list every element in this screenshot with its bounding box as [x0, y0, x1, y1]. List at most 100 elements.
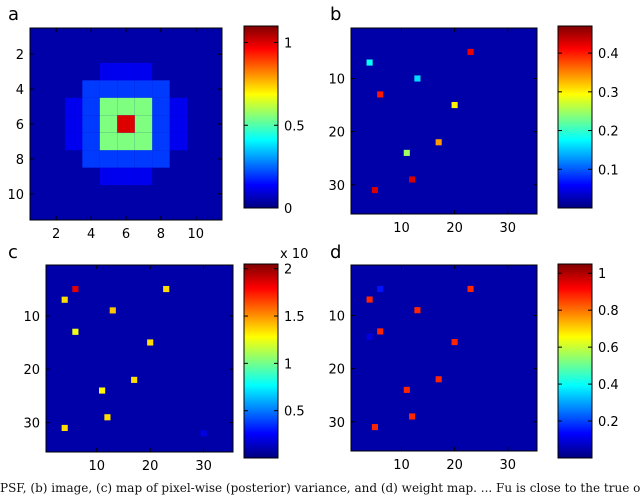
colorbar	[243, 25, 279, 209]
plot-area	[46, 265, 233, 452]
colorbar	[243, 263, 279, 459]
heatmap-cell	[64, 115, 83, 133]
heatmap-point	[147, 339, 154, 346]
heatmap-cell	[152, 80, 170, 98]
heatmap-point	[414, 307, 421, 314]
heatmap-point	[451, 339, 458, 346]
heatmap-point	[467, 285, 474, 292]
colorbar	[557, 25, 593, 209]
heatmap-cell	[134, 132, 153, 151]
panel-letter-a: a	[8, 4, 19, 25]
heatmap-point	[61, 296, 68, 303]
heatmap-point	[467, 48, 474, 55]
panel-b-heatmap: 10 20 30 10 20 30 0.4 0.3 0.2 0.1	[328, 25, 619, 236]
heatmap-point	[366, 333, 373, 340]
colorbar-tick-label: 0.5	[284, 119, 305, 134]
heatmap-cell	[82, 132, 100, 151]
colorbar-tick-label: 0.5	[284, 405, 305, 420]
heatmap-point	[414, 75, 421, 82]
heatmap-cell	[82, 150, 100, 168]
heatmap-cell	[82, 80, 100, 98]
colorbar-tick-label: 0.6	[598, 341, 619, 356]
heatmap-cell	[134, 115, 153, 133]
heatmap-cell	[117, 132, 135, 151]
heatmap-cell	[99, 132, 118, 151]
x-tick-label: 30	[499, 458, 516, 473]
heatmap-point	[377, 91, 384, 98]
plot-frame	[350, 27, 538, 215]
heatmap-cell	[134, 62, 153, 81]
heatmap-cell	[169, 115, 188, 133]
colorbar-tick-label: 0.3	[598, 86, 619, 101]
x-tick-label: 6	[122, 227, 130, 242]
heatmap-point	[403, 149, 410, 156]
heatmap-cell	[134, 167, 153, 186]
heatmap-cell	[134, 97, 153, 116]
figure-caption: PSF, (b) image, (c) map of pixel-wise (p…	[0, 481, 640, 495]
y-tick-label: 6	[16, 118, 24, 133]
x-tick-label: 4	[87, 227, 95, 242]
plot-area	[351, 265, 537, 451]
heatmap-cell	[152, 150, 170, 168]
colorbar-tick-label: 0.4	[598, 378, 619, 393]
y-tick-label: 30	[328, 179, 345, 194]
panel-letter-c: c	[8, 242, 18, 263]
y-tick-label: 10	[23, 310, 40, 325]
heatmap-cell	[152, 115, 170, 133]
colorbar	[557, 263, 593, 459]
plot-area	[351, 28, 537, 214]
heatmap-cell	[152, 132, 170, 151]
heatmap-point	[409, 413, 416, 420]
panel-c-heatmap: 10 20 30 10 20 30 2 1.5 1 0.5 x 10	[23, 247, 308, 474]
heatmap-point	[163, 285, 170, 293]
y-tick-label: 10	[328, 72, 345, 87]
heatmap-point	[435, 376, 442, 383]
heatmap-point	[200, 430, 207, 437]
y-tick-label: 10	[7, 188, 24, 203]
heatmap-cell	[117, 115, 135, 133]
heatmap-cell	[64, 132, 83, 151]
x-tick-label: 10	[188, 227, 205, 242]
heatmap-point	[409, 176, 416, 183]
heatmap-point	[72, 285, 79, 293]
colorbar-tick-label: 1.5	[284, 310, 305, 325]
heatmap-cell	[99, 97, 118, 116]
heatmap-point	[61, 424, 68, 432]
x-tick-label: 30	[195, 459, 212, 474]
y-tick-label: 8	[16, 153, 24, 168]
colorbar-tick-label: 1	[284, 37, 292, 52]
panel-letter-d: d	[330, 242, 341, 263]
heatmap-point	[377, 328, 384, 335]
heatmap-cell	[134, 150, 153, 168]
x-tick-label: 20	[142, 459, 159, 474]
colorbar-tick-label: 0.4	[598, 47, 619, 62]
y-tick-label: 20	[328, 126, 345, 141]
colorbar-tick-label: 1	[598, 267, 606, 282]
x-tick-label: 30	[499, 221, 516, 236]
panel-letter-b: b	[330, 4, 341, 25]
heatmap-point	[403, 386, 410, 393]
heatmap-point	[435, 139, 442, 146]
heatmap-point	[371, 424, 378, 431]
heatmap-cell	[99, 167, 118, 186]
heatmap-cell	[117, 150, 135, 168]
heatmap-cell	[117, 62, 135, 81]
colorbar-tick-label: 0.2	[598, 125, 619, 140]
y-tick-label: 4	[16, 83, 24, 98]
y-tick-label: 30	[23, 417, 40, 432]
panel-a-heatmap: 2 4 6 8 10 2 4 6 8 10 1 0.5 0	[7, 25, 305, 242]
heatmap-point	[104, 414, 111, 421]
colorbar-tick-label: 0.8	[598, 304, 619, 319]
x-tick-label: 2	[52, 227, 60, 242]
x-tick-label: 10	[393, 221, 410, 236]
x-tick-label: 20	[446, 458, 463, 473]
heatmap-point	[109, 307, 116, 314]
colorbar-exponent-label: x 10	[280, 247, 308, 262]
heatmap-cell	[64, 97, 83, 116]
heatmap-point	[371, 187, 378, 194]
heatmap-cell	[169, 132, 188, 151]
heatmap-cell	[82, 97, 100, 116]
y-tick-label: 20	[23, 363, 40, 378]
x-tick-label: 20	[446, 221, 463, 236]
